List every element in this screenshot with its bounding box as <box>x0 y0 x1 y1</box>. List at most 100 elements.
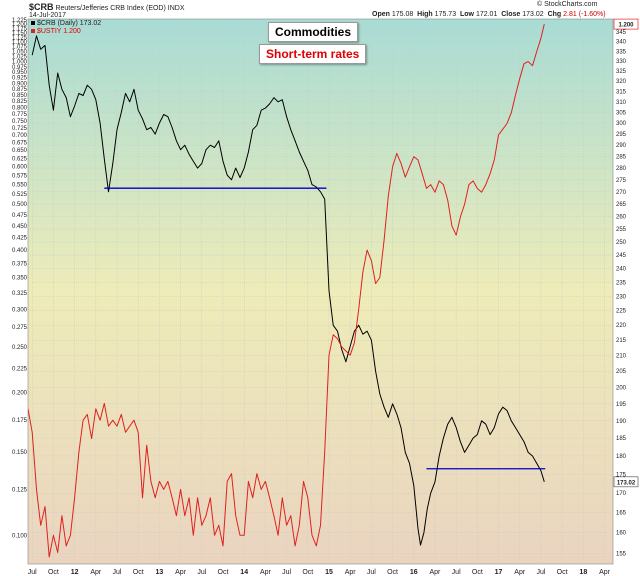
x-tick-label: Oct <box>472 569 483 576</box>
left-tick-label: 0.500 <box>12 202 28 208</box>
index-suffix: INDX <box>167 5 185 12</box>
left-tick-label: 0.800 <box>12 106 28 112</box>
high-value: 175.73 <box>434 11 457 18</box>
left-tick-label: 0.600 <box>12 165 28 171</box>
commodities-annotation: Commodities <box>268 22 359 42</box>
crb-last-value-label: 173.02 <box>617 480 636 486</box>
left-tick-label: 0.975 <box>12 65 28 71</box>
crb-last-value-box <box>613 476 639 488</box>
right-tick-label: 155 <box>616 551 627 557</box>
left-tick-label: 0.375 <box>12 261 28 267</box>
left-tick-label: 0.750 <box>12 119 28 125</box>
right-axis: 345 340 335 330 325 320 315 310 305 300 295 290 285 2… <box>616 30 627 557</box>
left-tick-label: 0.450 <box>12 224 28 230</box>
x-tick-label: Oct <box>133 569 144 576</box>
open-value: 175.08 <box>391 11 414 18</box>
copyright: © StockCharts.com <box>537 1 598 8</box>
right-tick-label: 280 <box>616 166 627 172</box>
left-tick-label: 1.200 <box>12 22 28 28</box>
right-tick-label: 290 <box>616 143 627 149</box>
right-tick-label: 225 <box>616 309 627 315</box>
x-tick-label: Apr <box>514 569 526 576</box>
legend-ust-label: $USTIY 1.200 <box>36 28 81 35</box>
ust-last-value-box <box>613 18 639 30</box>
left-tick-label: 0.550 <box>12 183 28 189</box>
right-tick-label: 335 <box>616 49 627 55</box>
close-value: 173.02 <box>522 11 544 18</box>
legend-crb-label: $CRB (Daily) 173.02 <box>36 20 102 27</box>
left-tick-label: 0.775 <box>12 112 28 118</box>
crb-series-line <box>31 35 545 546</box>
left-tick-label: 0.425 <box>12 236 28 242</box>
right-tick-label: 255 <box>616 227 627 233</box>
legend-ust: $USTIY 1.200 <box>31 28 81 36</box>
ust-last-value-label: 1.200 <box>618 23 634 29</box>
right-tick-label: 160 <box>616 531 627 537</box>
left-tick-label: 0.575 <box>12 173 28 179</box>
x-tick-label: 18 <box>579 569 587 576</box>
left-tick-label: 0.200 <box>12 391 28 397</box>
right-tick-label: 185 <box>616 436 627 442</box>
legend-crb: $CRB (Daily) 173.02 <box>31 20 101 28</box>
x-tick-label: Oct <box>302 569 313 576</box>
left-axis: 1.2251.2001.1751.1501.1251.1001.0751.050… <box>12 18 28 540</box>
chg-label: Chg <box>547 11 562 18</box>
left-tick-label: 0.400 <box>12 248 28 254</box>
left-tick-label: 0.725 <box>12 126 28 132</box>
x-tick-label: 13 <box>156 569 164 576</box>
left-tick-label: 0.825 <box>12 99 28 105</box>
right-tick-label: 330 <box>616 59 627 65</box>
x-tick-label: Apr <box>260 569 272 576</box>
marker-layer: 173.02 1.200 <box>613 18 639 488</box>
x-tick-label: 14 <box>240 569 248 576</box>
right-tick-label: 345 <box>616 30 627 36</box>
left-tick-label: 0.525 <box>12 192 28 198</box>
left-tick-label: 0.475 <box>12 213 28 219</box>
x-tick-label: Jul <box>536 569 545 576</box>
right-tick-label: 260 <box>616 214 627 220</box>
right-tick-label: 190 <box>616 419 627 425</box>
right-tick-label: 245 <box>616 253 627 259</box>
right-tick-label: 230 <box>616 294 627 300</box>
left-tick-label: 0.100 <box>12 533 28 539</box>
right-tick-label: 170 <box>616 491 627 497</box>
open-label: Open <box>372 11 390 18</box>
right-tick-label: 235 <box>616 280 627 286</box>
x-axis: Jul Oct 12 Apr Jul Oct 13 Apr Jul Oct 14 Apr Jul Oct 1… <box>28 569 611 576</box>
right-tick-label: 275 <box>616 178 627 184</box>
right-tick-label: 250 <box>616 240 627 246</box>
right-tick-label: 240 <box>616 267 627 273</box>
left-tick-label: 0.700 <box>12 133 28 139</box>
x-tick-label: Jul <box>282 569 291 576</box>
right-tick-label: 210 <box>616 354 627 360</box>
x-tick-label: Apr <box>599 569 611 576</box>
left-tick-label: 1.050 <box>12 50 28 56</box>
left-tick-label: 1.075 <box>12 45 28 51</box>
right-tick-label: 180 <box>616 454 627 460</box>
low-label: Low <box>459 11 474 18</box>
legend-ust-swatch <box>31 29 35 34</box>
left-tick-label: 0.875 <box>12 87 28 93</box>
left-tick-label: 1.100 <box>12 40 28 46</box>
left-tick-label: 1.025 <box>12 55 28 61</box>
right-tick-label: 295 <box>616 132 627 138</box>
chg-value: 2.81 (-1.60%) <box>563 11 606 18</box>
x-tick-label: Jul <box>197 569 206 576</box>
x-tick-label: 17 <box>495 569 503 576</box>
high-label: High <box>417 11 433 18</box>
left-tick-label: 0.900 <box>12 81 28 87</box>
left-tick-label: 1.125 <box>12 35 28 41</box>
left-tick-label: 0.675 <box>12 140 28 146</box>
right-tick-label: 215 <box>616 338 627 344</box>
left-tick-label: 0.300 <box>12 307 28 313</box>
x-tick-label: Jul <box>367 569 376 576</box>
right-tick-label: 270 <box>616 190 627 196</box>
x-tick-label: 12 <box>71 569 79 576</box>
short-rates-annotation: Short-term rates <box>259 44 367 64</box>
left-tick-label: 0.650 <box>12 148 28 154</box>
left-tick-label: 0.125 <box>12 487 28 493</box>
left-tick-label: 0.175 <box>12 418 28 424</box>
legend-crb-swatch <box>31 21 35 26</box>
right-tick-label: 200 <box>616 385 627 391</box>
